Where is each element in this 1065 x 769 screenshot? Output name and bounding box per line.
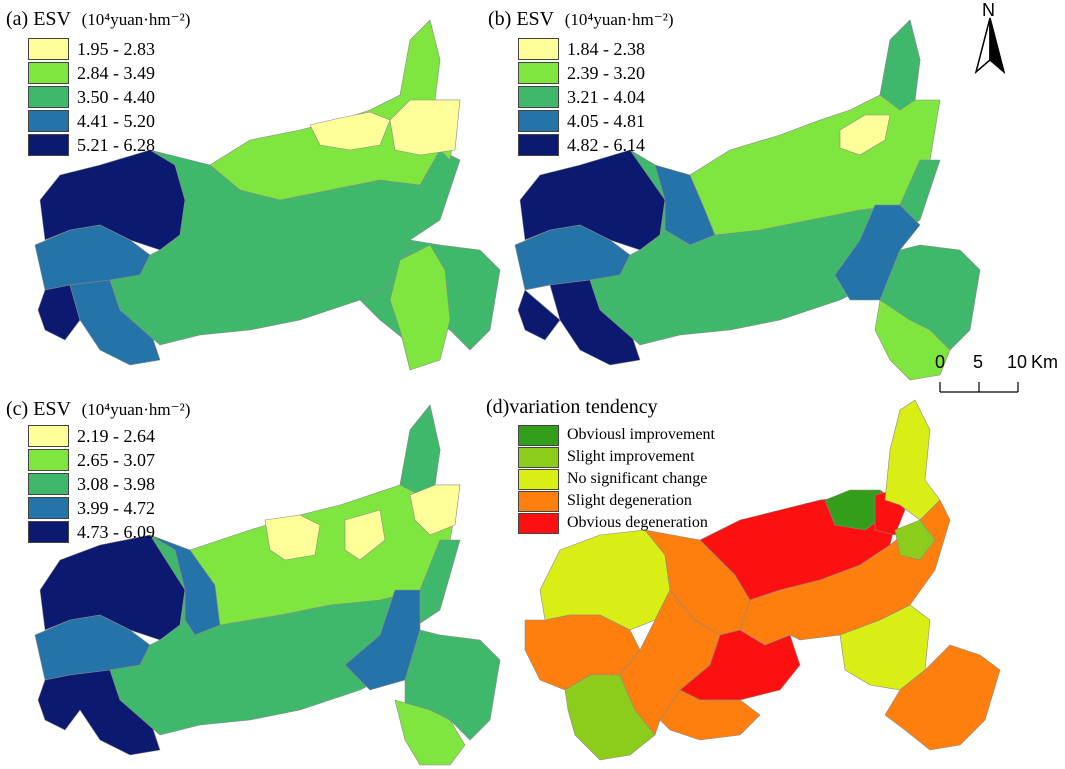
panel-c: (c) ESV (10⁴yuan·hm⁻²) 2.19 - 2.64 2.65 … — [0, 390, 530, 769]
legend-swatch — [518, 110, 559, 132]
legend-item: 3.08 - 3.98 — [28, 472, 155, 496]
legend-label: 4.73 - 6.09 — [77, 521, 155, 542]
legend-swatch — [518, 490, 559, 512]
panel-a-label: (a) — [6, 8, 29, 30]
scale-tick-5: 5 — [973, 352, 984, 372]
legend-label: Obvious degeneration — [567, 514, 708, 531]
legend-swatch — [518, 62, 559, 84]
panel-a-title: (a) ESV (10⁴yuan·hm⁻²) — [6, 8, 190, 31]
legend-label: 5.21 - 6.28 — [77, 134, 155, 155]
legend-swatch — [28, 86, 69, 108]
legend-swatch — [28, 38, 69, 60]
legend-item: Obvious degeneration — [518, 512, 715, 534]
legend-item: Slight improvement — [518, 446, 715, 468]
legend-item: 3.21 - 4.04 — [518, 85, 645, 109]
scale-bar — [939, 382, 1019, 393]
legend-label: 1.95 - 2.83 — [77, 38, 155, 59]
panel-a: (a) ESV (10⁴yuan·hm⁻²) 1.95 - 2.83 2.84 … — [0, 0, 530, 390]
panel-d-label: (d) — [486, 396, 510, 418]
legend-item: 1.84 - 2.38 — [518, 37, 645, 61]
legend-item: 2.19 - 2.64 — [28, 424, 155, 448]
panel-c-unit: (10⁴yuan·hm⁻²) — [81, 400, 191, 419]
panel-d: (d)variation tendency Obviousl improveme… — [480, 390, 1020, 769]
legend-swatch — [28, 425, 69, 447]
legend-label: 4.82 - 6.14 — [567, 134, 645, 155]
legend-swatch — [28, 449, 69, 471]
panel-a-title-text: ESV — [33, 8, 71, 30]
panel-b-title: (b) ESV (10⁴yuan·hm⁻²) — [488, 8, 674, 31]
legend-item: 3.99 - 4.72 — [28, 496, 155, 520]
legend-label: No significant change — [567, 470, 708, 487]
legend-swatch — [518, 446, 559, 468]
legend-label: 2.19 - 2.64 — [77, 425, 155, 446]
legend-swatch — [518, 86, 559, 108]
panel-b-unit: (10⁴yuan·hm⁻²) — [564, 10, 674, 29]
legend-label: 2.39 - 3.20 — [567, 62, 645, 83]
legend-label: 3.21 - 4.04 — [567, 86, 645, 107]
legend-item: 2.39 - 3.20 — [518, 61, 645, 85]
legend-item: 5.21 - 6.28 — [28, 133, 155, 157]
legend-a: 1.95 - 2.83 2.84 - 3.49 3.50 - 4.40 4.41… — [28, 37, 155, 157]
map-c — [34, 404, 501, 766]
panel-b-title-text: ESV — [516, 8, 554, 30]
region-se-light — [389, 244, 451, 371]
legend-item: 2.84 - 3.49 — [28, 61, 155, 85]
legend-c: 2.19 - 2.64 2.65 - 3.07 3.08 - 3.98 3.99… — [28, 424, 155, 544]
legend-label: 4.05 - 4.81 — [567, 110, 645, 131]
panel-c-title-text: ESV — [33, 398, 71, 420]
legend-swatch — [518, 512, 559, 534]
map-b — [514, 19, 981, 381]
legend-item: Obviousl improvement — [518, 424, 715, 446]
panel-d-title-text: variation tendency — [509, 396, 658, 418]
north-arrow-label: N — [982, 0, 995, 20]
legend-item: 4.05 - 4.81 — [518, 109, 645, 133]
legend-label: Obviousl improvement — [567, 426, 715, 443]
legend-swatch — [28, 110, 69, 132]
panel-c-title: (c) ESV (10⁴yuan·hm⁻²) — [6, 398, 190, 421]
region-yellow-1 — [309, 111, 391, 151]
legend-label: Slight improvement — [567, 448, 695, 465]
map-d — [524, 399, 1001, 761]
legend-item: Slight degeneration — [518, 490, 715, 512]
legend-label: Slight degeneration — [567, 492, 692, 509]
legend-label: 3.08 - 3.98 — [77, 473, 155, 494]
legend-swatch — [28, 497, 69, 519]
north-arrow-icon — [974, 17, 1006, 75]
legend-item: No significant change — [518, 468, 715, 490]
panel-c-label: (c) — [6, 398, 29, 420]
legend-swatch — [518, 424, 559, 446]
legend-swatch — [28, 62, 69, 84]
legend-swatch — [518, 38, 559, 60]
legend-label: 3.50 - 4.40 — [77, 86, 155, 107]
legend-b: 1.84 - 2.38 2.39 - 3.20 3.21 - 4.04 4.05… — [518, 37, 645, 157]
panel-a-unit: (10⁴yuan·hm⁻²) — [81, 10, 191, 29]
panel-b: (b) ESV (10⁴yuan·hm⁻²) 1.84 - 2.38 2.39 … — [480, 0, 1010, 390]
legend-label: 2.84 - 3.49 — [77, 62, 155, 83]
legend-item: 3.50 - 4.40 — [28, 85, 155, 109]
scale-unit: Km — [1031, 352, 1058, 372]
legend-swatch — [28, 473, 69, 495]
legend-swatch — [28, 134, 69, 156]
legend-swatch — [28, 521, 69, 543]
legend-item: 2.65 - 3.07 — [28, 448, 155, 472]
scale-tick-0: 0 — [935, 352, 946, 372]
region-yellow-2 — [389, 99, 461, 156]
legend-swatch — [518, 134, 559, 156]
legend-swatch — [518, 468, 559, 490]
legend-d: Obviousl improvement Slight improvement … — [518, 424, 715, 534]
scale-tick-10: 10 — [1007, 352, 1028, 372]
panel-d-title: (d)variation tendency — [486, 396, 658, 419]
legend-item: 1.95 - 2.83 — [28, 37, 155, 61]
legend-item: 4.73 - 6.09 — [28, 520, 155, 544]
legend-item: 4.41 - 5.20 — [28, 109, 155, 133]
map-a — [34, 19, 501, 371]
legend-label: 3.99 - 4.72 — [77, 497, 155, 518]
panel-b-label: (b) — [488, 8, 512, 30]
legend-label: 2.65 - 3.07 — [77, 449, 155, 470]
legend-item: 4.82 - 6.14 — [518, 133, 645, 157]
legend-label: 4.41 - 5.20 — [77, 110, 155, 131]
legend-label: 1.84 - 2.38 — [567, 38, 645, 59]
